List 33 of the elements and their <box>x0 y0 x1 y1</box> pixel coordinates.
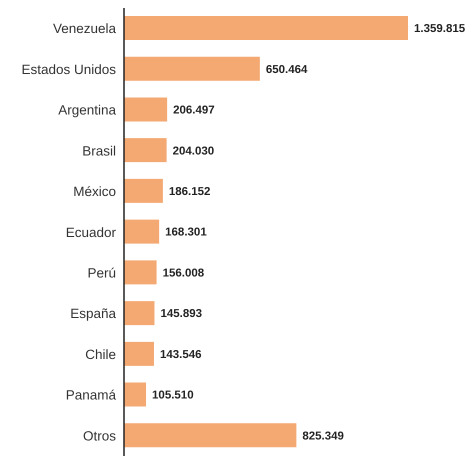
y-tick-label: Perú <box>87 266 116 281</box>
bar <box>124 220 160 244</box>
data-label: 204.030 <box>172 145 214 158</box>
data-label: 825.349 <box>302 430 344 442</box>
y-tick-label: Venezuela <box>52 21 116 36</box>
y-tick-label: España <box>70 306 116 322</box>
data-label: 105.510 <box>152 390 194 402</box>
data-label: 143.546 <box>160 348 202 361</box>
y-tick-label: México <box>73 184 116 200</box>
data-label: 145.893 <box>160 308 202 320</box>
data-label: 186.152 <box>168 186 210 198</box>
bar <box>124 301 154 326</box>
data-label: 206.497 <box>173 104 215 117</box>
y-tick-label: Panamá <box>66 388 116 403</box>
bar <box>124 382 146 407</box>
bar <box>124 423 296 448</box>
bar <box>124 260 157 284</box>
y-tick-label: Brasil <box>82 143 116 158</box>
bar <box>124 97 168 122</box>
bar <box>124 56 260 81</box>
data-label: 156.008 <box>162 267 205 280</box>
bar <box>124 16 408 40</box>
y-tick-label: Estados Unidos <box>21 62 116 77</box>
data-label: 650.464 <box>266 64 308 76</box>
y-tick-label: Chile <box>85 346 116 362</box>
bar <box>124 178 163 203</box>
bar <box>124 342 154 366</box>
bar <box>124 138 167 162</box>
y-tick-label: Otros <box>82 428 116 444</box>
y-tick-label: Argentina <box>58 102 116 118</box>
data-label: 1.359.815 <box>414 23 466 36</box>
data-label: 168.301 <box>165 226 208 239</box>
y-tick-label: Ecuador <box>66 224 116 240</box>
